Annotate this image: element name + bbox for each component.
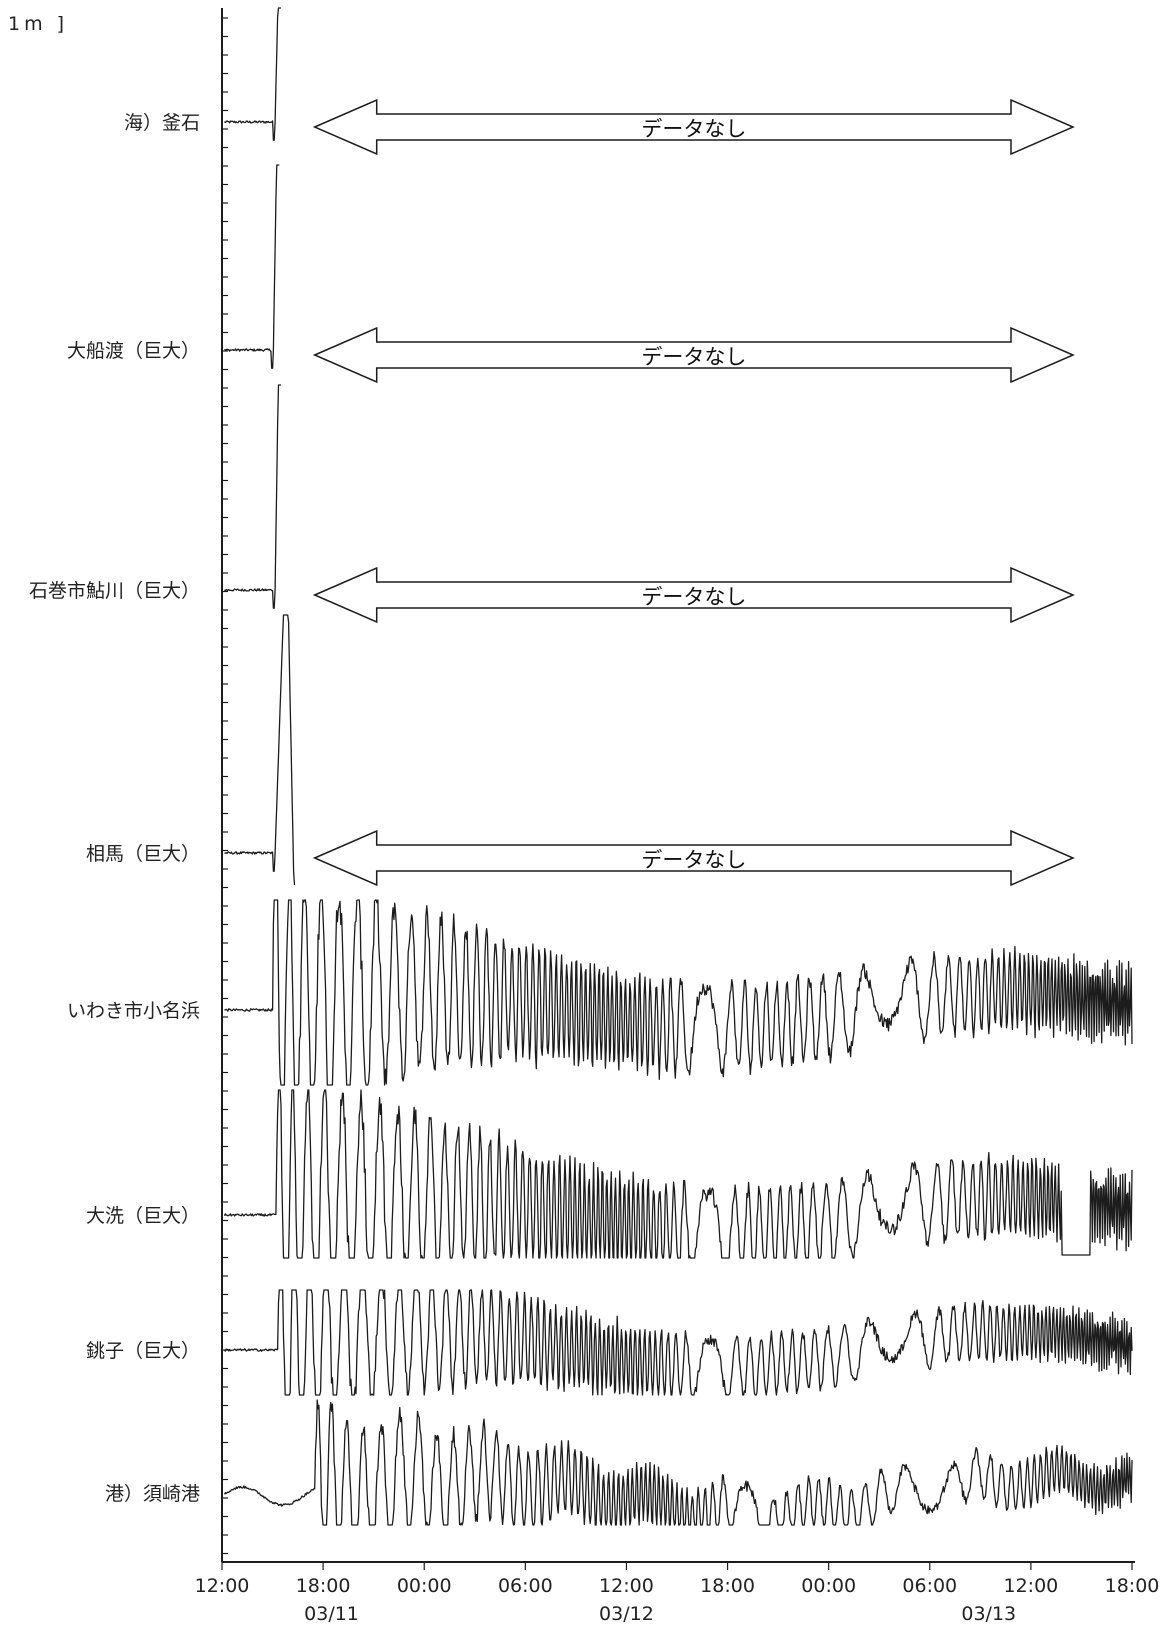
series-label: いわき市小名浜 bbox=[67, 1000, 200, 1022]
x-tick-label: 12:00 bbox=[1004, 1575, 1059, 1597]
series-label: 大船渡（巨大） bbox=[67, 340, 200, 362]
series-label: 石巻市鮎川（巨大） bbox=[29, 580, 200, 602]
series-line bbox=[224, 614, 296, 886]
x-tick-label: 06:00 bbox=[498, 1575, 553, 1597]
series-line bbox=[224, 384, 281, 609]
series-traces bbox=[223, 7, 1133, 1526]
no-data-arrow bbox=[312, 98, 1075, 156]
series-line bbox=[224, 899, 1133, 1086]
x-tick-label: 18:00 bbox=[700, 1575, 755, 1597]
x-tick-label: 12:00 bbox=[599, 1575, 654, 1597]
series-label: 大洗（巨大） bbox=[86, 1205, 200, 1227]
x-axis-ticks: 12:00 18:00 00:00 06:00 12:00 18:00 00:00 06:00… bbox=[195, 1562, 1160, 1625]
x-date-label: 03/13 bbox=[961, 1603, 1016, 1625]
no-data-label: データなし bbox=[641, 848, 746, 872]
no-data-label: データなし bbox=[641, 585, 746, 609]
series-label: 海）釜石 bbox=[124, 112, 200, 134]
no-data-arrow bbox=[312, 829, 1075, 887]
no-data-arrow bbox=[312, 566, 1075, 624]
series-label: 港）須崎港 bbox=[105, 1483, 200, 1505]
series-line bbox=[223, 1399, 1133, 1526]
x-tick-label: 18:00 bbox=[1105, 1575, 1160, 1597]
x-date-label: 03/12 bbox=[599, 1603, 654, 1625]
no-data-label: データなし bbox=[641, 117, 746, 141]
series-label: 相馬（巨大） bbox=[86, 843, 200, 865]
x-tick-label: 00:00 bbox=[801, 1575, 856, 1597]
scale-bar-label: 1m ] bbox=[8, 13, 68, 35]
x-date-label: 03/11 bbox=[304, 1603, 359, 1625]
x-tick-label: 00:00 bbox=[397, 1575, 452, 1597]
no-data-arrow bbox=[312, 326, 1075, 384]
no-data-label: データなし bbox=[641, 345, 746, 369]
series-line bbox=[224, 1289, 1133, 1396]
x-tick-label: 18:00 bbox=[296, 1575, 351, 1597]
series-line bbox=[223, 1089, 1133, 1259]
x-tick-label: 12:00 bbox=[195, 1575, 250, 1597]
series-line bbox=[224, 164, 280, 369]
y-axis-ticks bbox=[222, 17, 228, 1555]
series-line bbox=[224, 7, 281, 141]
series-label: 銚子（巨大） bbox=[86, 1340, 200, 1362]
x-tick-label: 06:00 bbox=[902, 1575, 957, 1597]
